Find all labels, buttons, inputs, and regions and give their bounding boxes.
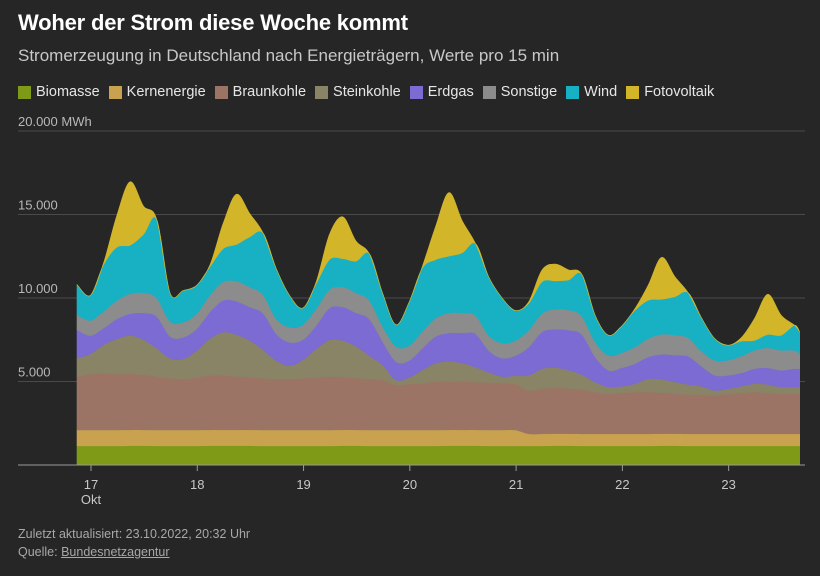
x-tick-label: 22 [615, 477, 629, 492]
legend-label: Sonstige [500, 84, 558, 100]
legend-label: Biomasse [36, 84, 100, 100]
source-line: Quelle: Bundesnetzagentur [18, 545, 170, 559]
y-tick-label: 15.000 [18, 198, 58, 213]
legend-item-biomasse: Biomasse [18, 84, 100, 100]
legend-swatch [108, 85, 122, 99]
x-tick-label: 21 [509, 477, 523, 492]
area-biomasse [76, 445, 800, 466]
legend-item-fotovoltaik: Fotovoltaik [626, 84, 714, 100]
area-group [76, 181, 800, 466]
y-tick-label: 5.000 [18, 365, 51, 380]
legend-label: Fotovoltaik [644, 84, 715, 100]
x-tick-label: 20 [403, 477, 417, 492]
legend-swatch [315, 85, 329, 99]
legend-swatch [482, 85, 496, 99]
x-tick-sublabel: Okt [81, 492, 102, 507]
legend-swatch [566, 85, 580, 99]
legend-item-wind: Wind [566, 84, 617, 100]
legend-swatch [626, 85, 640, 99]
chart-title: Woher der Strom diese Woche kommt [18, 10, 408, 35]
y-tick-label: 20.000 MWh [18, 114, 92, 129]
legend-label: Braunkohle [232, 84, 307, 100]
source-label: Quelle: [18, 545, 62, 559]
legend: Biomasse Kernenergie Braunkohle Steinkohle E… [18, 84, 723, 100]
legend-label: Kernenergie [126, 84, 206, 100]
y-tick-label: 10.000 [18, 281, 58, 296]
area-fotovoltaik [76, 181, 800, 346]
legend-label: Erdgas [427, 84, 474, 100]
source-link[interactable]: Bundesnetzagentur [61, 545, 170, 559]
legend-swatch [409, 85, 423, 99]
legend-item-sonstige: Sonstige [482, 84, 558, 100]
legend-item-kernenergie: Kernenergie [108, 84, 206, 100]
x-tick-label: 19 [296, 477, 310, 492]
chart-subtitle: Stromerzeugung in Deutschland nach Energ… [18, 46, 560, 65]
x-tick-label: 18 [190, 477, 204, 492]
legend-swatch [18, 85, 31, 99]
legend-label: Steinkohle [333, 84, 401, 100]
legend-label: Wind [584, 84, 618, 100]
last-updated-text: Zuletzt aktualisiert: 23.10.2022, 20:32 … [18, 527, 251, 541]
legend-item-steinkohle: Steinkohle [315, 84, 401, 100]
legend-item-braunkohle: Braunkohle [214, 84, 307, 100]
x-tick-label: 23 [721, 477, 735, 492]
legend-item-erdgas: Erdgas [409, 84, 474, 100]
x-tick-label: 17 [84, 477, 98, 492]
legend-swatch [214, 85, 228, 99]
